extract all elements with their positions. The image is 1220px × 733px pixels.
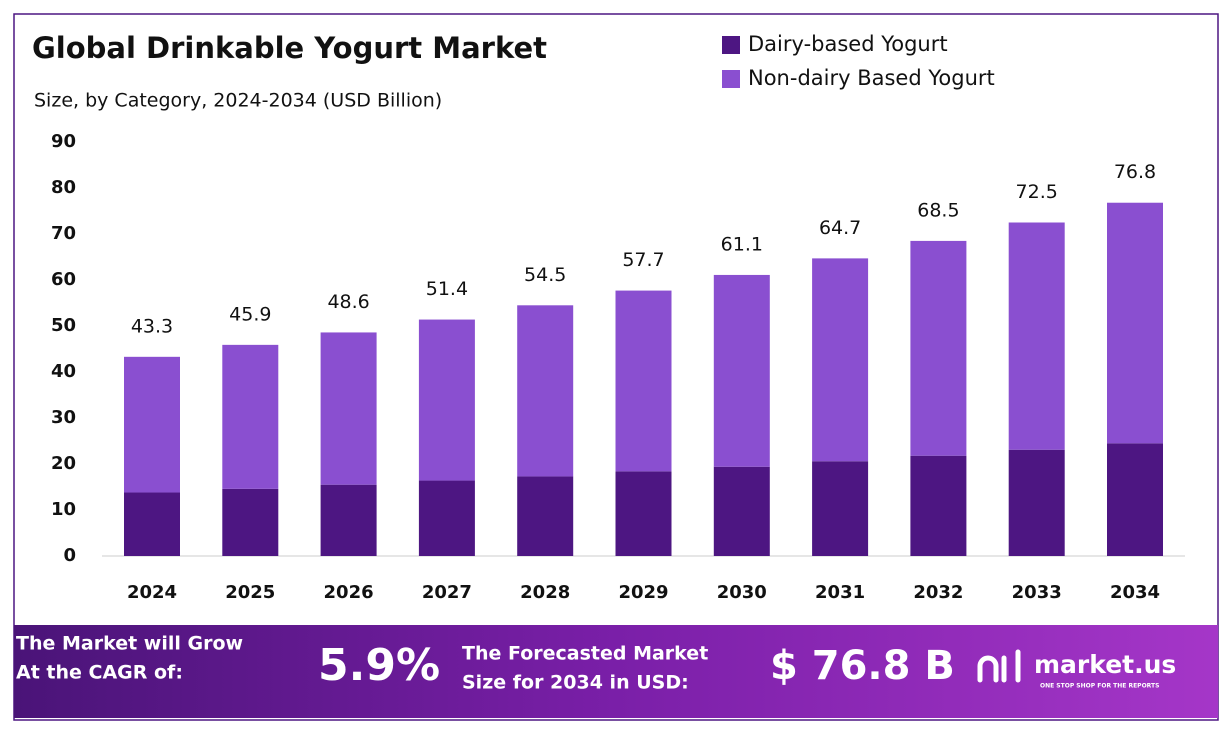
x-tick-label: 2031 [815, 582, 865, 603]
bar-segment [812, 461, 869, 556]
bar-segment [713, 274, 770, 467]
legend-label: Dairy-based Yogurt [748, 32, 948, 56]
bar-segment [517, 305, 574, 477]
total-label: 61.1 [721, 233, 763, 255]
y-tick-label: 60 [51, 269, 76, 290]
bar-segment [222, 344, 279, 489]
total-label: 64.7 [819, 217, 861, 239]
plot-area: 010203040506070809043.3202445.9202548.62… [51, 131, 1185, 603]
forecast-value: $ 76.8 B [770, 643, 955, 689]
legend-swatch [722, 70, 740, 88]
forecast-text: The Forecasted Market [462, 643, 708, 665]
total-label: 45.9 [229, 303, 271, 325]
y-tick-label: 30 [51, 407, 76, 428]
bar-segment [812, 258, 869, 462]
bar-segment [124, 356, 180, 493]
x-tick-label: 2034 [1110, 582, 1160, 603]
y-tick-label: 10 [51, 499, 76, 520]
y-tick-label: 50 [51, 315, 76, 336]
chart-subtitle: Size, by Category, 2024-2034 (USD Billio… [34, 90, 442, 112]
x-tick-label: 2032 [913, 582, 963, 603]
bar-segment [713, 466, 770, 556]
cagr-text: The Market will Grow [16, 633, 243, 655]
bar-segment [910, 455, 967, 556]
x-tick-label: 2027 [422, 582, 472, 603]
bar-segment [320, 332, 377, 485]
bar-segment [517, 476, 574, 556]
total-label: 72.5 [1016, 181, 1058, 203]
total-label: 51.4 [426, 278, 468, 300]
brand-logo [977, 649, 1021, 683]
x-tick-label: 2030 [717, 582, 767, 603]
total-label: 57.7 [622, 249, 664, 271]
x-tick-label: 2025 [225, 582, 275, 603]
bar-segment [1107, 202, 1163, 444]
legend: Dairy-based Yogurt Non-dairy Based Yogurt [722, 32, 995, 90]
total-label: 54.5 [524, 264, 566, 286]
y-tick-label: 0 [63, 545, 76, 566]
total-label: 43.3 [131, 315, 173, 337]
total-label: 76.8 [1114, 161, 1156, 183]
bar-segment [418, 319, 475, 481]
y-tick-label: 80 [51, 177, 76, 198]
y-tick-label: 70 [51, 223, 76, 244]
x-tick-label: 2024 [127, 582, 177, 603]
forecast-text: Size for 2034 in USD: [462, 672, 689, 694]
y-tick-label: 20 [51, 453, 76, 474]
bar-segment [320, 484, 377, 556]
bar-segment [910, 240, 967, 456]
brand-name: market.us [1034, 650, 1176, 679]
y-tick-label: 90 [51, 131, 76, 152]
legend-label: Non-dairy Based Yogurt [748, 66, 995, 90]
bar-segment [418, 480, 475, 556]
x-tick-label: 2033 [1012, 582, 1062, 603]
bar-segment [1107, 443, 1163, 556]
cagr-value: 5.9% [318, 640, 440, 691]
bar-segment [615, 471, 672, 556]
x-tick-label: 2029 [618, 582, 668, 603]
total-label: 68.5 [917, 199, 959, 221]
cagr-text: At the CAGR of: [16, 662, 183, 684]
x-tick-label: 2028 [520, 582, 570, 603]
brand-tagline: ONE STOP SHOP FOR THE REPORTS [1040, 683, 1159, 690]
frame [13, 13, 1219, 721]
y-tick-label: 40 [51, 361, 76, 382]
bar-segment [1008, 222, 1065, 450]
chart-title: Global Drinkable Yogurt Market [32, 31, 547, 65]
total-label: 48.6 [327, 291, 369, 313]
bar-segment [615, 290, 672, 472]
bar-segment [222, 488, 279, 556]
x-tick-label: 2026 [324, 582, 374, 603]
legend-swatch [722, 36, 740, 54]
bar-segment [1008, 449, 1065, 556]
bar-segment [124, 492, 180, 556]
